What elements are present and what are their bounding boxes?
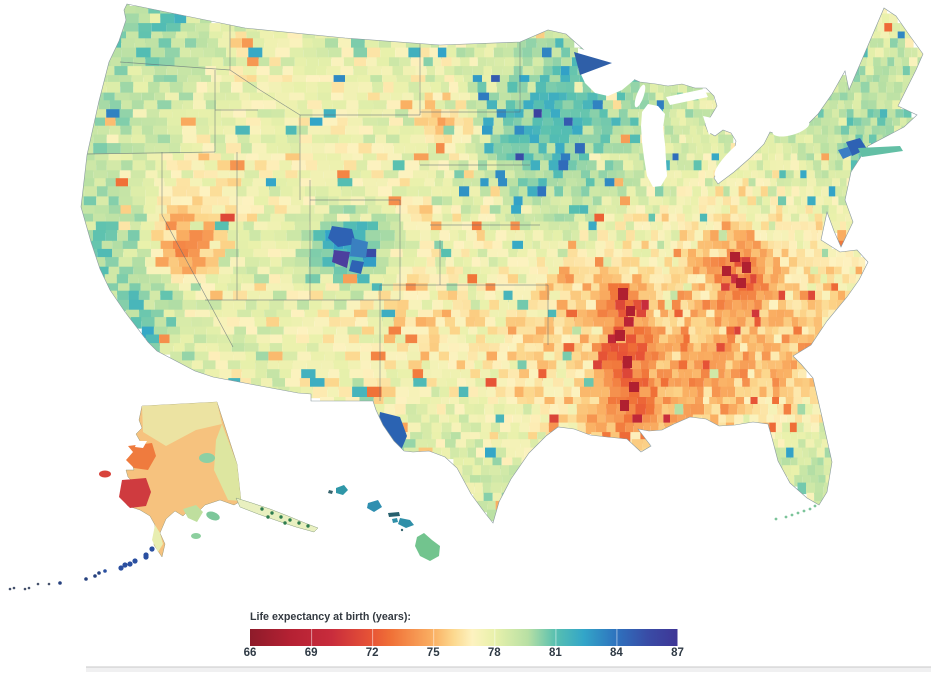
svg-text:87: 87 <box>671 647 684 659</box>
svg-text:72: 72 <box>366 647 379 659</box>
svg-text:81: 81 <box>549 647 562 659</box>
svg-text:75: 75 <box>427 647 440 659</box>
svg-text:84: 84 <box>610 647 623 659</box>
svg-text:66: 66 <box>244 647 257 659</box>
svg-text:69: 69 <box>305 647 318 659</box>
svg-text:Life expectancy at birth (year: Life expectancy at birth (years): <box>250 611 411 623</box>
svg-text:78: 78 <box>488 647 501 659</box>
